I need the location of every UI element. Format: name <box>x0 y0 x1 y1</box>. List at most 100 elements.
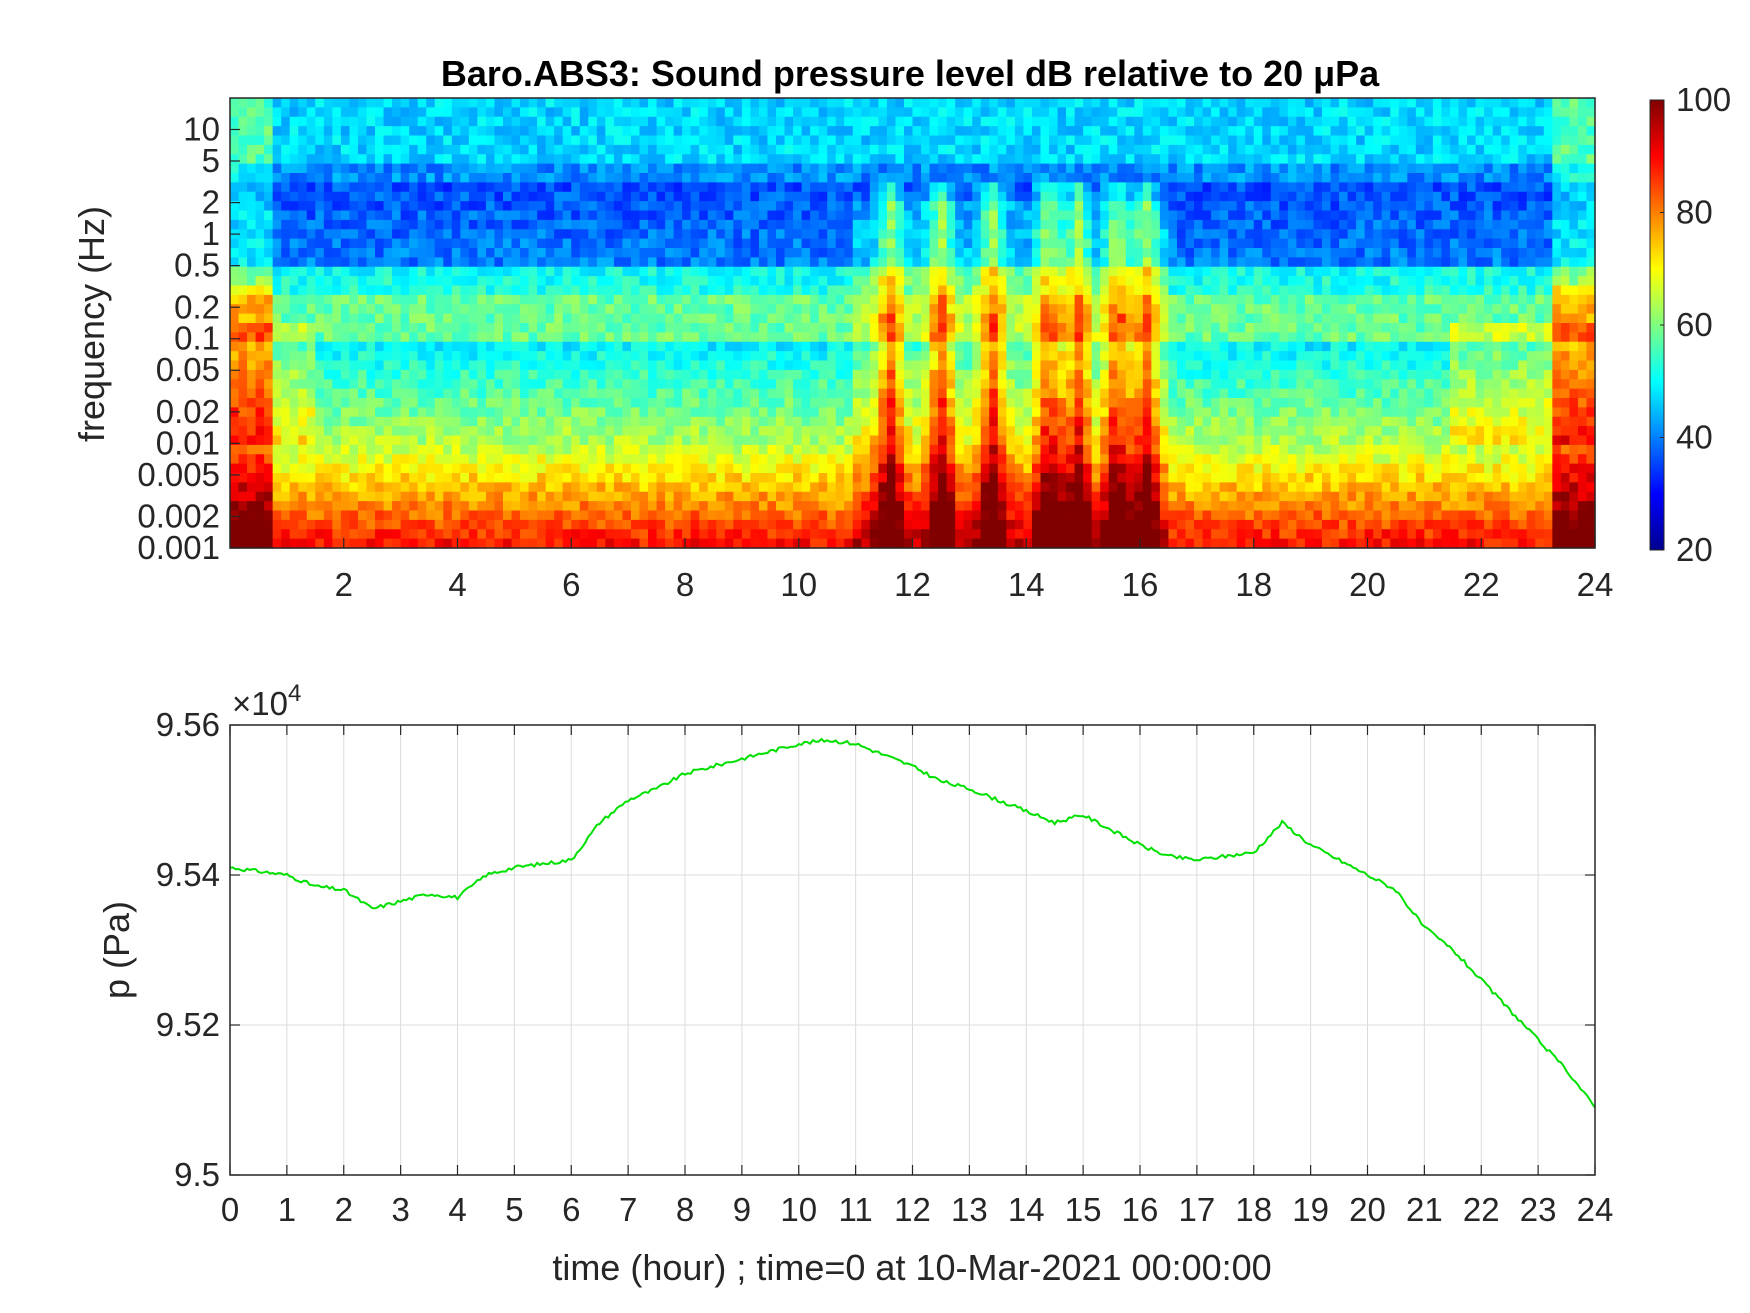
heatmap-cell <box>630 135 641 146</box>
heatmap-cell <box>579 529 589 540</box>
heatmap-cell <box>392 473 402 483</box>
heatmap-cell <box>468 126 479 137</box>
heatmap-cell <box>434 529 444 540</box>
heatmap-cell <box>392 444 402 455</box>
heatmap-cell <box>827 248 837 258</box>
heatmap-cell <box>895 144 905 155</box>
heatmap-cell <box>767 173 777 183</box>
heatmap-cell <box>605 416 615 427</box>
heatmap-cell <box>1100 248 1110 258</box>
heatmap-cell <box>673 313 683 324</box>
heatmap-cell <box>699 491 709 502</box>
heatmap-cell <box>639 144 649 155</box>
heatmap-cell <box>332 238 342 249</box>
heatmap-cell <box>315 351 325 362</box>
heatmap-cell <box>1040 173 1050 183</box>
heatmap-cell <box>375 416 385 427</box>
heatmap-cell <box>1049 538 1059 549</box>
heatmap-cell <box>349 529 359 540</box>
heatmap-cell <box>724 407 734 418</box>
heatmap-cell <box>1108 529 1118 540</box>
heatmap-cell <box>1006 182 1016 193</box>
heatmap-cell <box>451 257 461 268</box>
heatmap-cell <box>298 463 308 474</box>
heatmap-cell <box>776 379 786 390</box>
heatmap-cell <box>682 116 692 127</box>
heatmap-cell <box>468 238 479 249</box>
heatmap-cell <box>989 351 999 362</box>
heatmap-cell <box>912 332 922 343</box>
heatmap-cell <box>716 538 726 549</box>
heatmap-cell <box>1074 416 1084 427</box>
heatmap-cell <box>639 107 649 118</box>
heatmap-cell <box>494 191 504 202</box>
heatmap-cell <box>1074 491 1084 502</box>
heatmap-cell <box>289 369 299 380</box>
heatmap-cell <box>665 219 675 230</box>
heatmap-cell <box>451 519 461 530</box>
heatmap-cell <box>869 163 879 174</box>
heatmap-cell <box>503 210 513 221</box>
heatmap-cell <box>1100 491 1110 502</box>
heatmap-cell <box>443 163 453 174</box>
heatmap-cell <box>963 473 973 483</box>
heatmap-cell <box>1057 435 1067 446</box>
heatmap-cell <box>963 191 973 202</box>
heatmap-cell <box>1091 501 1101 512</box>
heatmap-cell <box>946 369 956 380</box>
heatmap-cell <box>1014 313 1025 324</box>
heatmap-cell <box>485 426 496 437</box>
heatmap-cell <box>409 257 419 268</box>
heatmap-cell <box>1066 473 1076 483</box>
heatmap-cell <box>639 285 649 296</box>
heatmap-cell <box>1083 313 1093 324</box>
heatmap-cell <box>716 323 726 333</box>
heatmap-cell <box>272 173 282 183</box>
heatmap-cell <box>468 341 479 352</box>
heatmap-cell <box>323 538 333 549</box>
heatmap-cell <box>323 304 333 315</box>
heatmap-cell <box>886 154 897 165</box>
heatmap-cell <box>349 201 359 212</box>
heatmap-cell <box>272 360 282 371</box>
heatmap-cell <box>426 163 436 174</box>
heatmap-cell <box>315 501 325 512</box>
heatmap-cell <box>886 285 897 296</box>
heatmap-cell <box>750 538 760 549</box>
heatmap-cell <box>972 144 982 155</box>
heatmap-cell <box>238 435 248 446</box>
heatmap-cell <box>827 229 837 240</box>
heatmap-cell <box>741 126 752 137</box>
heatmap-cell <box>622 360 632 371</box>
heatmap-cell <box>1108 501 1118 512</box>
heatmap-cell <box>1031 219 1042 230</box>
heatmap-cell <box>315 538 325 549</box>
heatmap-cell <box>639 454 649 465</box>
heatmap-cell <box>724 248 734 258</box>
heatmap-cell <box>315 360 325 371</box>
heatmap-cell <box>639 510 649 521</box>
heatmap-cell <box>298 219 308 230</box>
heatmap-cell <box>485 519 496 530</box>
heatmap-cell <box>1057 388 1067 399</box>
heatmap-cell <box>912 116 922 127</box>
heatmap-cell <box>1100 276 1110 287</box>
heatmap-cell <box>230 304 240 315</box>
heatmap-cell <box>588 276 598 287</box>
heatmap-cell <box>366 369 376 380</box>
heatmap-cell <box>503 294 513 305</box>
heatmap-cell <box>579 501 589 512</box>
heatmap-cell <box>613 173 624 183</box>
heatmap-cell <box>426 463 436 474</box>
heatmap-cell <box>1083 210 1093 221</box>
heatmap-cell <box>468 360 479 371</box>
heatmap-cell <box>886 107 897 118</box>
heatmap-cell <box>289 444 299 455</box>
heatmap-cell <box>520 426 530 437</box>
heatmap-cell <box>375 210 385 221</box>
heatmap-cell <box>750 529 760 540</box>
heatmap-cell <box>733 313 743 324</box>
heatmap-cell <box>468 388 479 399</box>
heatmap-cell <box>1006 201 1016 212</box>
heatmap-cell <box>903 435 914 446</box>
